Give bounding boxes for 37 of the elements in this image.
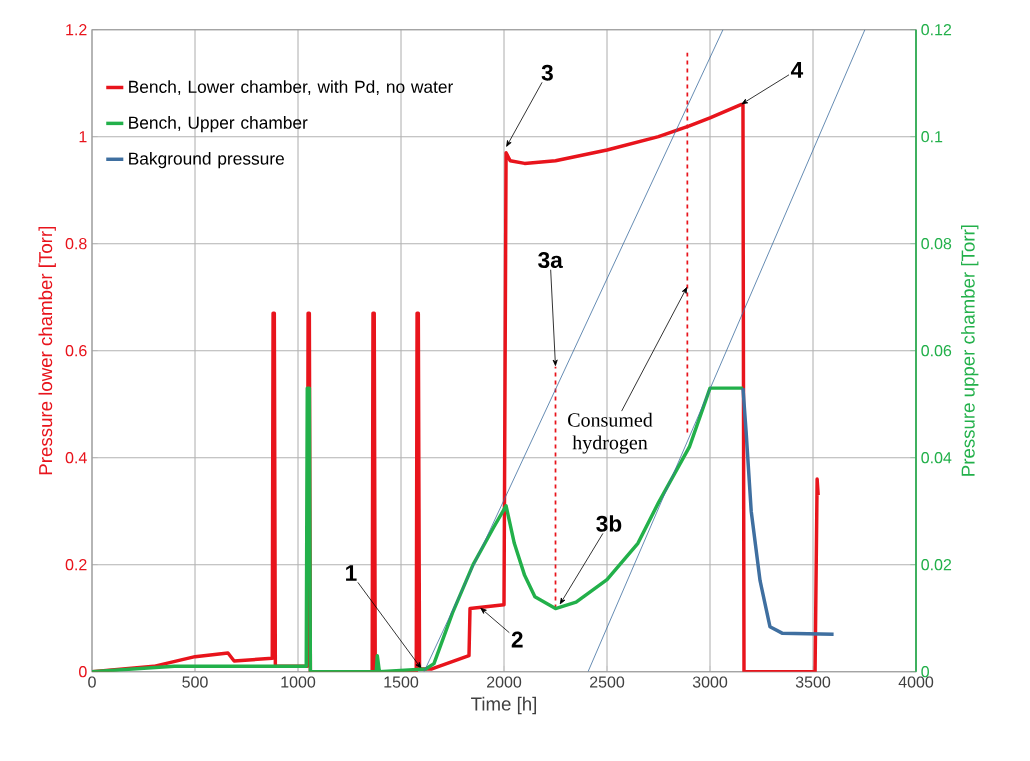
annotation: Consumed hydrogen	[568, 412, 653, 454]
x-tick-label: 3500	[795, 676, 831, 688]
y-tick-label: 0.8	[65, 238, 87, 250]
y2-tick-label: 0.12	[921, 24, 952, 36]
x-tick-label: 4000	[898, 676, 934, 688]
x-tick-label: 0	[88, 676, 96, 688]
y2-tick-label: 0.02	[921, 559, 952, 571]
annotation: 3a	[538, 252, 563, 269]
y-axis-title: Pressure lower chamber [Torr]	[38, 227, 56, 475]
x-tick-label: 2000	[487, 676, 522, 688]
x-tick-label: 3000	[692, 676, 728, 688]
x-tick-label: 2500	[590, 676, 625, 688]
legend-label: Bench, Lower chamber, with Pd, no water	[129, 80, 454, 95]
line-series	[741, 386, 836, 636]
x-tick-label: 1500	[384, 676, 419, 688]
legend-label: Bakground pressure	[129, 151, 284, 169]
x-tick-label: 1000	[281, 676, 316, 688]
y2-axis-title: Pressure upper chamber [Torr]	[961, 225, 979, 476]
y-tick-label: 0.6	[65, 345, 87, 357]
x-axis-title: Time [h]	[471, 696, 537, 715]
y2-tick-label: 0.1	[921, 131, 943, 143]
x-tick-label: 500	[182, 676, 208, 688]
annotation: 2	[511, 631, 523, 648]
annotation: 3b	[596, 515, 622, 532]
y-tick-label: 1	[79, 131, 87, 143]
y-tick-label: 0.2	[65, 559, 87, 571]
legend-label: Bench, Upper chamber	[129, 116, 308, 133]
annotation: 3	[541, 64, 553, 81]
y2-tick-label: 0	[921, 666, 929, 678]
annotation: 4	[790, 62, 804, 78]
y2-tick-label: 0.06	[921, 345, 952, 357]
y2-tick-label: 0.08	[921, 238, 952, 250]
y-tick-label: 0	[79, 666, 87, 678]
annotation: 1	[346, 565, 357, 581]
y-tick-label: 0.4	[65, 452, 87, 464]
y-tick-label: 1.2	[66, 24, 87, 36]
y2-tick-label: 0.04	[921, 452, 952, 464]
